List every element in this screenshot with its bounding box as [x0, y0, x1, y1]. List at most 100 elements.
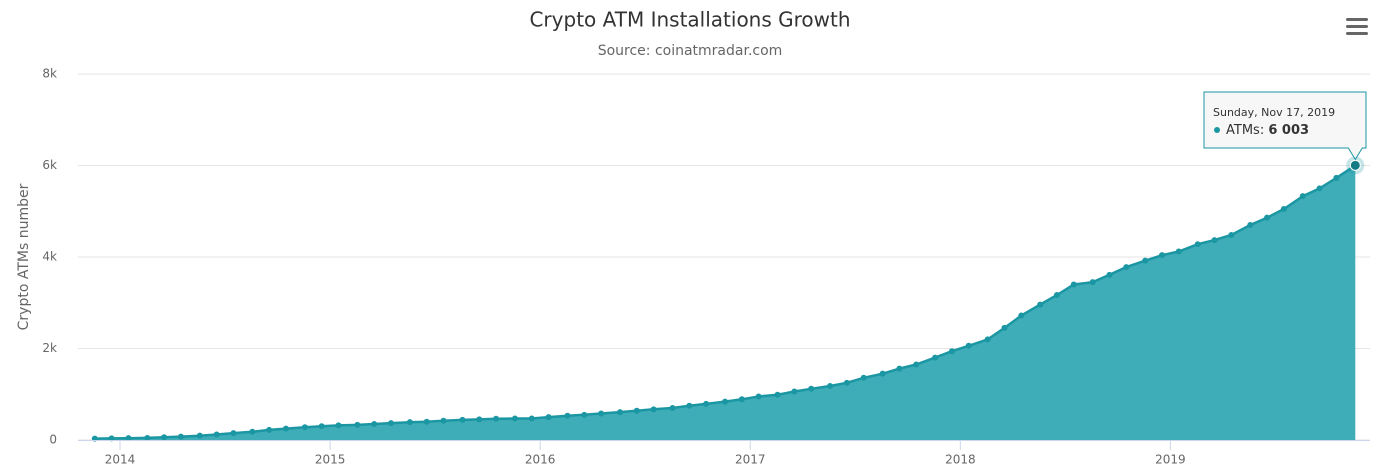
tooltip-marker: [1214, 127, 1220, 133]
tooltip-colon: :: [1260, 123, 1269, 138]
data-point: [1053, 291, 1060, 298]
data-point: [423, 418, 430, 425]
data-point: [177, 433, 184, 440]
data-point: [598, 410, 605, 417]
data-point: [774, 391, 781, 398]
data-point: [686, 402, 693, 409]
tooltip-value: 6 003: [1268, 123, 1309, 138]
data-point: [406, 419, 413, 426]
data-point: [738, 396, 745, 403]
data-point: [808, 385, 815, 392]
data-point: [440, 417, 447, 424]
data-point: [965, 342, 972, 349]
data-point: [545, 414, 552, 421]
data-point: [1142, 257, 1149, 264]
data-point: [335, 422, 342, 429]
y-tick-label: 2k: [42, 341, 57, 355]
data-point: [1123, 264, 1130, 271]
data-point: [581, 411, 588, 418]
data-point: [913, 361, 920, 368]
data-point: [827, 383, 834, 390]
x-tick-label: 2019: [1155, 453, 1186, 467]
data-point: [1211, 237, 1218, 244]
data-point: [282, 425, 289, 432]
data-point: [230, 430, 237, 437]
data-point: [1316, 185, 1323, 192]
data-point: [196, 432, 203, 439]
data-point: [1001, 324, 1008, 331]
data-point: [1089, 279, 1096, 286]
y-axis-title: Crypto ATMs number: [16, 183, 32, 330]
y-tick-label: 6k: [42, 158, 57, 172]
x-tick-label: 2018: [945, 453, 976, 467]
data-point: [896, 365, 903, 372]
menu-bar: [1346, 32, 1368, 35]
data-point: [669, 404, 676, 411]
tooltip: Sunday, Nov 17, 2019 ATMs: 6 003: [1203, 91, 1367, 161]
data-point: [703, 400, 710, 407]
data-point: [493, 415, 500, 422]
data-point: [860, 374, 867, 381]
data-point: [633, 407, 640, 414]
data-point: [266, 426, 273, 433]
y-tick-label: 4k: [42, 250, 57, 264]
tooltip-row: ATMs: 6 003: [1226, 123, 1309, 138]
data-point: [125, 435, 132, 442]
data-point: [1159, 252, 1166, 259]
tooltip-title: Sunday, Nov 17, 2019: [1213, 106, 1335, 119]
x-tick-label: 2015: [315, 453, 346, 467]
data-point: [144, 434, 151, 441]
data-point: [213, 431, 220, 438]
data-point: [161, 434, 168, 441]
data-point: [1070, 281, 1077, 288]
data-point: [755, 393, 762, 400]
data-point: [984, 336, 991, 343]
data-point: [108, 435, 115, 442]
data-point: [354, 421, 361, 428]
menu-bar: [1346, 25, 1368, 28]
data-point: [528, 415, 535, 422]
y-tick-label: 8k: [42, 67, 57, 81]
data-point: [1228, 232, 1235, 239]
area-fill: [94, 165, 1356, 440]
data-point: [301, 424, 308, 431]
data-point: [932, 354, 939, 361]
data-point: [564, 412, 571, 419]
tooltip-series: ATMs: [1226, 123, 1260, 138]
data-point: [1247, 221, 1254, 228]
data-point: [1349, 159, 1361, 171]
data-point: [1175, 248, 1182, 255]
data-point: [1037, 301, 1044, 308]
data-point: [722, 398, 729, 405]
data-point: [1194, 241, 1201, 248]
x-tick-label: 2017: [735, 453, 766, 467]
data-point: [476, 416, 483, 423]
data-point: [1299, 193, 1306, 200]
data-point: [617, 409, 624, 416]
y-tick-label: 0: [49, 433, 57, 447]
data-point: [1018, 312, 1025, 319]
chart-title: Crypto ATM Installations Growth: [529, 8, 850, 32]
tooltip-box: [1203, 91, 1367, 161]
chart-subtitle: Source: coinatmradar.com: [598, 43, 783, 59]
data-point: [948, 348, 955, 355]
data-point: [650, 406, 657, 413]
data-point: [1333, 174, 1340, 181]
data-point: [1264, 214, 1271, 221]
data-point: [1106, 271, 1113, 278]
x-tick-label: 2016: [525, 453, 556, 467]
data-point: [843, 379, 850, 386]
data-point: [511, 415, 518, 422]
menu-button[interactable]: [1346, 18, 1368, 35]
data-point: [371, 420, 378, 427]
data-point: [791, 388, 798, 395]
data-point: [318, 423, 325, 430]
data-point: [249, 428, 256, 435]
x-tick-label: 2014: [105, 453, 136, 467]
data-point: [459, 416, 466, 423]
data-point: [879, 370, 886, 377]
data-point: [1280, 205, 1287, 212]
menu-bar: [1346, 18, 1368, 21]
data-point: [388, 420, 395, 427]
